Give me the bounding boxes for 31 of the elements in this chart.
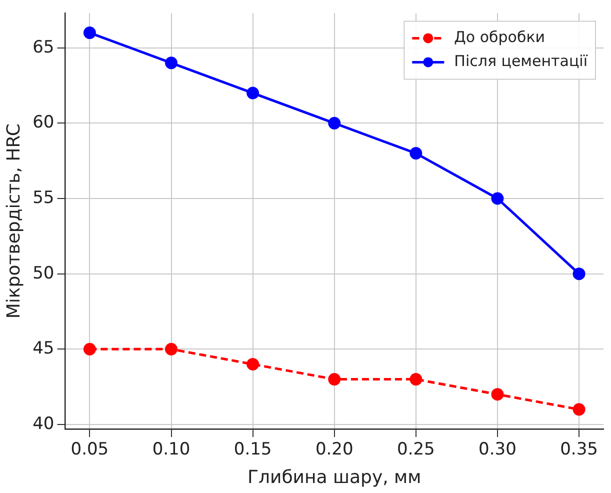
legend-label: До обробки xyxy=(454,28,546,46)
point xyxy=(165,56,178,70)
x-tick-label: 0.05 xyxy=(70,440,109,460)
point xyxy=(165,342,178,356)
legend-label: Після цементації xyxy=(454,52,588,70)
point xyxy=(572,403,586,416)
x-tick-label: 0.10 xyxy=(152,440,190,460)
y-tick-label: 60 xyxy=(32,112,54,133)
point xyxy=(572,268,586,280)
x-tick-label: 0.15 xyxy=(234,440,272,460)
point xyxy=(328,116,341,130)
point xyxy=(491,192,504,205)
x-axis-title: Глибина шару, мм xyxy=(248,466,422,488)
point xyxy=(410,373,422,386)
point xyxy=(246,86,260,100)
point xyxy=(83,342,96,356)
y-tick-label: 65 xyxy=(32,37,54,58)
y-axis-title: Мікротвердість, HRC xyxy=(3,124,24,319)
y-tick-label: 40 xyxy=(32,414,54,434)
x-tick-label: 0.20 xyxy=(315,440,354,460)
y-tick-label: 50 xyxy=(32,263,54,284)
y-tick-label: 55 xyxy=(32,188,54,208)
x-tick-label: 0.25 xyxy=(396,440,435,460)
x-tick-label: 0.35 xyxy=(560,440,598,460)
y-tick-label: 45 xyxy=(32,338,54,359)
point xyxy=(328,373,341,386)
point xyxy=(83,26,96,40)
point xyxy=(410,147,422,160)
x-tick-label: 0.30 xyxy=(478,440,516,460)
point xyxy=(246,358,260,370)
point xyxy=(491,388,504,401)
